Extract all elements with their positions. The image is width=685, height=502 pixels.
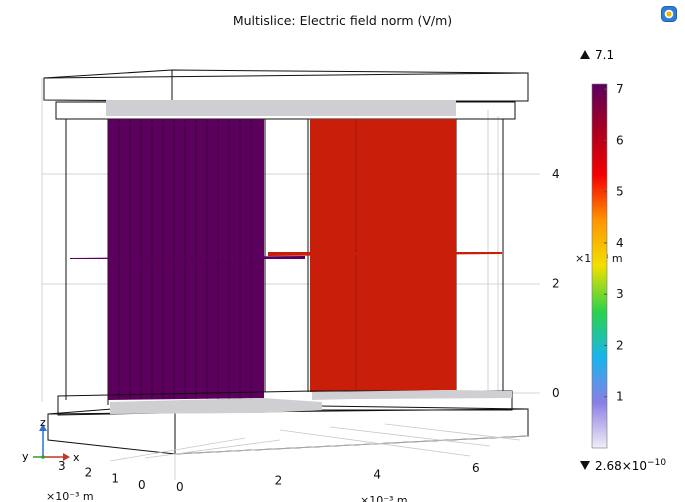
colorbar-max-label: 7.1 — [595, 48, 614, 62]
y-axis-ticks: 3 2 1 0 — [58, 459, 146, 492]
colorbar-tick-label: 2 — [616, 338, 624, 352]
y-tick-label: 1 — [111, 472, 119, 486]
triad-y-label: y — [22, 450, 29, 463]
axis-triad: z y x — [22, 416, 80, 464]
colorbar-tick-label: 1 — [616, 390, 624, 404]
z-tick-label: 0 — [552, 386, 560, 400]
floor-grid — [109, 423, 529, 480]
z-tick-label: 4 — [552, 167, 560, 181]
left-slice — [70, 119, 305, 400]
colorbar-tick-label: 6 — [616, 133, 624, 147]
colorbar: 7.1 1 2 3 4 5 6 7 2.68×10−10 — [580, 48, 666, 473]
colorbar-tick-label: 5 — [616, 185, 624, 199]
y-tick-label: 3 — [58, 459, 66, 473]
colorbar-gradient — [591, 83, 608, 449]
max-marker-icon — [580, 50, 590, 59]
colorbar-min-label: 2.68×10−10 — [595, 458, 666, 473]
top-slab-face — [106, 100, 456, 116]
x-axis-ticks: 0 2 4 6 — [176, 461, 480, 494]
x-tick-label: 4 — [373, 467, 381, 481]
z-tick-label: 2 — [552, 277, 560, 291]
y-tick-label: 0 — [138, 478, 146, 492]
right-slice — [268, 119, 502, 392]
plot-title: Multislice: Electric field norm (V/m) — [232, 13, 453, 28]
colorbar-min-mantissa: 2.68×10 — [595, 459, 647, 473]
colorbar-min-exponent: −10 — [647, 458, 666, 468]
colorbar-tick-label: 4 — [616, 236, 624, 250]
comsol-icon[interactable] — [661, 6, 677, 22]
y-axis-unit-label: ×10⁻³ m — [46, 490, 94, 502]
x-tick-label: 0 — [176, 480, 184, 494]
x-tick-label: 6 — [472, 461, 480, 475]
min-marker-icon — [580, 461, 590, 470]
y-tick-label: 2 — [85, 465, 93, 479]
bottom-slab-face-right — [312, 390, 512, 400]
triad-z-label: z — [40, 416, 46, 429]
x-tick-label: 2 — [275, 474, 283, 488]
bottom-slab-face-left — [110, 398, 322, 414]
triad-x-label: x — [73, 451, 80, 464]
colorbar-tick-label: 7 — [616, 82, 624, 96]
colorbar-tick-label: 3 — [616, 287, 624, 301]
x-axis-unit-label: ×10⁻³ m — [360, 494, 408, 502]
z-axis-ticks: 0 2 4 — [552, 167, 560, 400]
